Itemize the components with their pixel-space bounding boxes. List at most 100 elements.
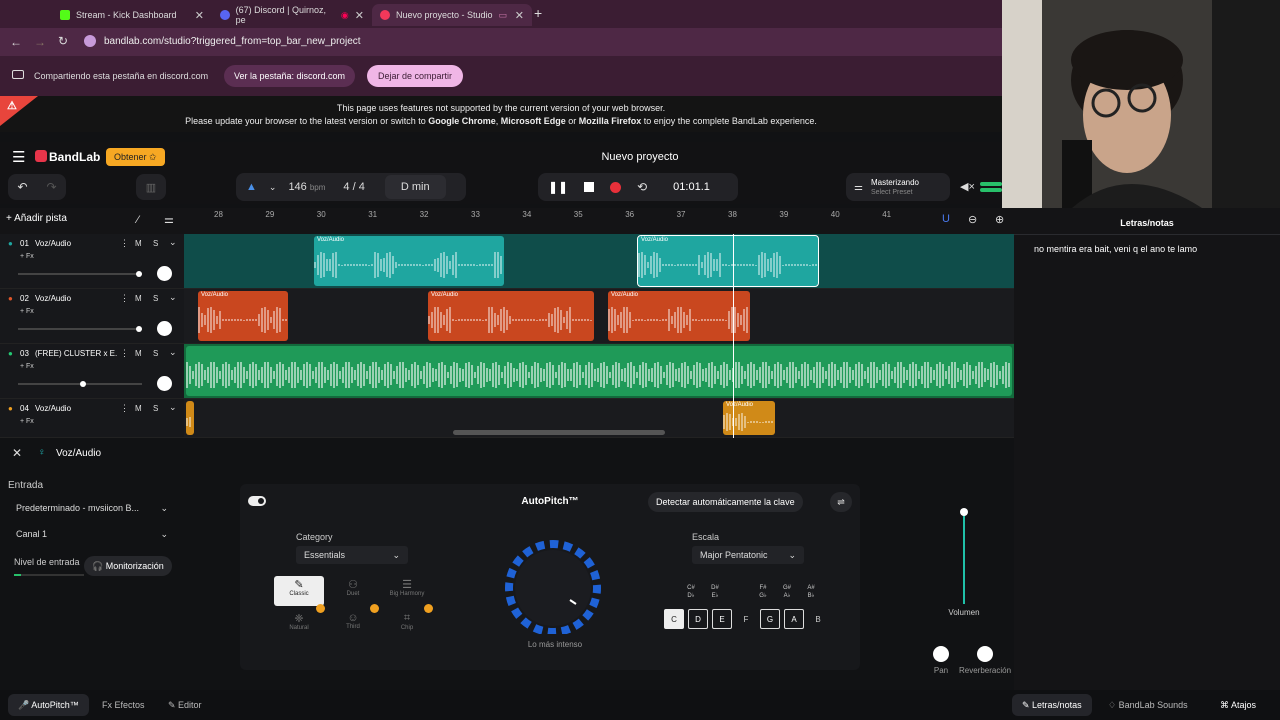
audio-clip[interactable]	[186, 401, 194, 435]
track-lane[interactable]	[184, 289, 1014, 344]
key-field[interactable]: D min	[384, 175, 446, 199]
loop-icon[interactable]: ⟲	[637, 180, 648, 194]
solo-button[interactable]: S	[153, 349, 159, 358]
more-options-icon[interactable]: ⋮	[120, 348, 129, 358]
track-name[interactable]: (FREE) CLUSTER x E...	[35, 349, 117, 358]
mastering-preset[interactable]: ⚌ Masterizando Select Preset	[846, 173, 950, 201]
zoom-in-icon[interactable]: ⊕	[995, 214, 1005, 226]
preset-classic[interactable]: ✎ Classic	[274, 576, 324, 606]
piano-icon[interactable]: ▥	[136, 174, 166, 200]
tab-discord[interactable]: (67) Discord | Quirnoz, pe ◉ ✕	[212, 4, 372, 26]
note-key-f[interactable]: F	[743, 614, 749, 624]
wand-icon[interactable]: ⁄	[137, 214, 139, 226]
audio-clip[interactable]: Voz/Audio	[314, 236, 504, 286]
reverb-knob[interactable]	[977, 646, 993, 662]
close-icon[interactable]: ✕	[514, 9, 524, 22]
add-fx-button[interactable]: + Fx	[20, 363, 34, 370]
pan-knob[interactable]	[157, 266, 172, 281]
close-icon[interactable]: ✕	[354, 9, 364, 22]
firefox-link[interactable]: Mozilla Firefox	[578, 116, 642, 126]
input-device-select[interactable]: Predeterminado - mvsiicon B... ⌄	[8, 498, 176, 518]
volume-slider-handle[interactable]	[136, 326, 142, 332]
preset-natural[interactable]: ❈ Natural	[274, 610, 324, 640]
solo-button[interactable]: S	[153, 404, 159, 413]
preset-third[interactable]: ☺ Third	[328, 610, 378, 640]
detect-key-button[interactable]: Detectar automáticamente la clave	[648, 492, 803, 512]
more-options-icon[interactable]: ⋮	[120, 403, 129, 413]
volume-slider-handle[interactable]	[80, 381, 86, 387]
redo-icon[interactable]: ↷	[46, 180, 57, 194]
pan-knob[interactable]	[157, 321, 172, 336]
mute-button[interactable]: M	[135, 294, 142, 303]
intensity-knob[interactable]	[496, 534, 610, 634]
chevron-down-icon[interactable]: ⌄	[169, 237, 177, 247]
view-tab-button[interactable]: Ver la pestaña: discord.com	[224, 65, 356, 87]
audio-clip[interactable]: Voz/Audio	[723, 401, 775, 435]
sharp-note-1[interactable]: D# E♭	[704, 584, 726, 600]
note-key-c[interactable]: C	[664, 609, 684, 629]
volume-slider-track[interactable]	[18, 328, 142, 330]
autopitch-toggle[interactable]	[248, 496, 266, 506]
tab-kick[interactable]: Stream - Kick Dashboard ✕	[52, 4, 212, 26]
track-lane[interactable]	[184, 234, 1014, 289]
edge-link[interactable]: Microsoft Edge	[500, 116, 566, 126]
new-tab-icon[interactable]: +	[534, 5, 543, 21]
undo-icon[interactable]: ↶	[17, 180, 28, 194]
more-options-icon[interactable]: ⋮	[120, 238, 129, 248]
reload-icon[interactable]: ↻	[58, 34, 69, 48]
preset-big-harmony[interactable]: ☰ Big Harmony	[382, 576, 432, 606]
channel-select[interactable]: Canal 1 ⌄	[8, 524, 176, 544]
bandlab-logo[interactable]: BandLab	[49, 150, 101, 164]
magnet-icon[interactable]: U	[942, 213, 950, 225]
volume-icon[interactable]: ◀×	[960, 181, 975, 193]
monitoring-button[interactable]: 🎧 Monitorización	[84, 556, 172, 576]
volume-slider-handle[interactable]	[136, 271, 142, 277]
horizontal-scrollbar[interactable]	[453, 430, 665, 435]
preset-chip[interactable]: ⌗ Chip	[382, 610, 432, 640]
note-key-g[interactable]: G	[760, 609, 780, 629]
volume-handle[interactable]	[960, 508, 968, 516]
audio-clip[interactable]: Voz/Audio	[608, 291, 750, 341]
tab-studio[interactable]: Nuevo proyecto - Studio ▭ ✕	[372, 4, 532, 26]
chevron-down-icon[interactable]: ⌄	[268, 181, 277, 192]
close-editor-icon[interactable]: ✕	[12, 446, 23, 460]
stop-sharing-button[interactable]: Dejar de compartir	[367, 65, 464, 87]
track-name[interactable]: Voz/Audio	[35, 404, 72, 413]
playhead[interactable]	[733, 234, 734, 438]
add-fx-button[interactable]: + Fx	[20, 253, 34, 260]
chevron-down-icon[interactable]: ⌄	[169, 292, 177, 302]
back-icon[interactable]: ←	[10, 35, 22, 49]
chrome-link[interactable]: Google Chrome	[428, 116, 496, 126]
bpm-field[interactable]: 146 bpm	[288, 181, 325, 193]
sounds-tab[interactable]: ♢ BandLab Sounds	[1108, 700, 1188, 710]
editor-tab[interactable]: ✎ Editor	[168, 700, 202, 710]
audio-clip[interactable]	[186, 346, 1012, 396]
track-name[interactable]: Voz/Audio	[35, 239, 72, 248]
sharp-note-3[interactable]: G# A♭	[776, 584, 798, 600]
close-icon[interactable]: ✕	[194, 9, 204, 22]
pan-knob[interactable]	[157, 376, 172, 391]
metronome-icon[interactable]: ▲	[246, 181, 257, 193]
record-button-icon[interactable]	[610, 181, 622, 193]
solo-button[interactable]: S	[153, 239, 159, 248]
lyrics-tab[interactable]: ✎ Letras/notas	[1012, 694, 1092, 716]
mute-button[interactable]: M	[135, 239, 142, 248]
url-field[interactable]: bandlab.com/studio?triggered_from=top_ba…	[104, 36, 361, 47]
add-fx-button[interactable]: + Fx	[20, 308, 34, 315]
audio-clip[interactable]: Voz/Audio	[637, 235, 819, 287]
sharp-note-0[interactable]: C# D♭	[680, 584, 702, 600]
sharp-note-4[interactable]: A# B♭	[800, 584, 822, 600]
chevron-down-icon[interactable]: ⌄	[169, 347, 177, 357]
mute-button[interactable]: M	[135, 349, 142, 358]
chevron-down-icon[interactable]: ⌄	[169, 402, 177, 412]
pan-knob[interactable]	[933, 646, 949, 662]
note-key-b[interactable]: B	[815, 614, 821, 624]
more-options-icon[interactable]: ⋮	[120, 293, 129, 303]
shortcuts-tab[interactable]: ⌘ Atajos	[1220, 700, 1257, 710]
get-button[interactable]: Obtener ✩	[106, 148, 165, 166]
pause-icon[interactable]: ❚❚	[548, 180, 569, 194]
stop-icon[interactable]	[584, 182, 595, 192]
settings-sliders-icon[interactable]: ⇌	[830, 492, 852, 512]
track-name[interactable]: Voz/Audio	[35, 294, 72, 303]
forward-icon[interactable]: →	[34, 35, 46, 49]
